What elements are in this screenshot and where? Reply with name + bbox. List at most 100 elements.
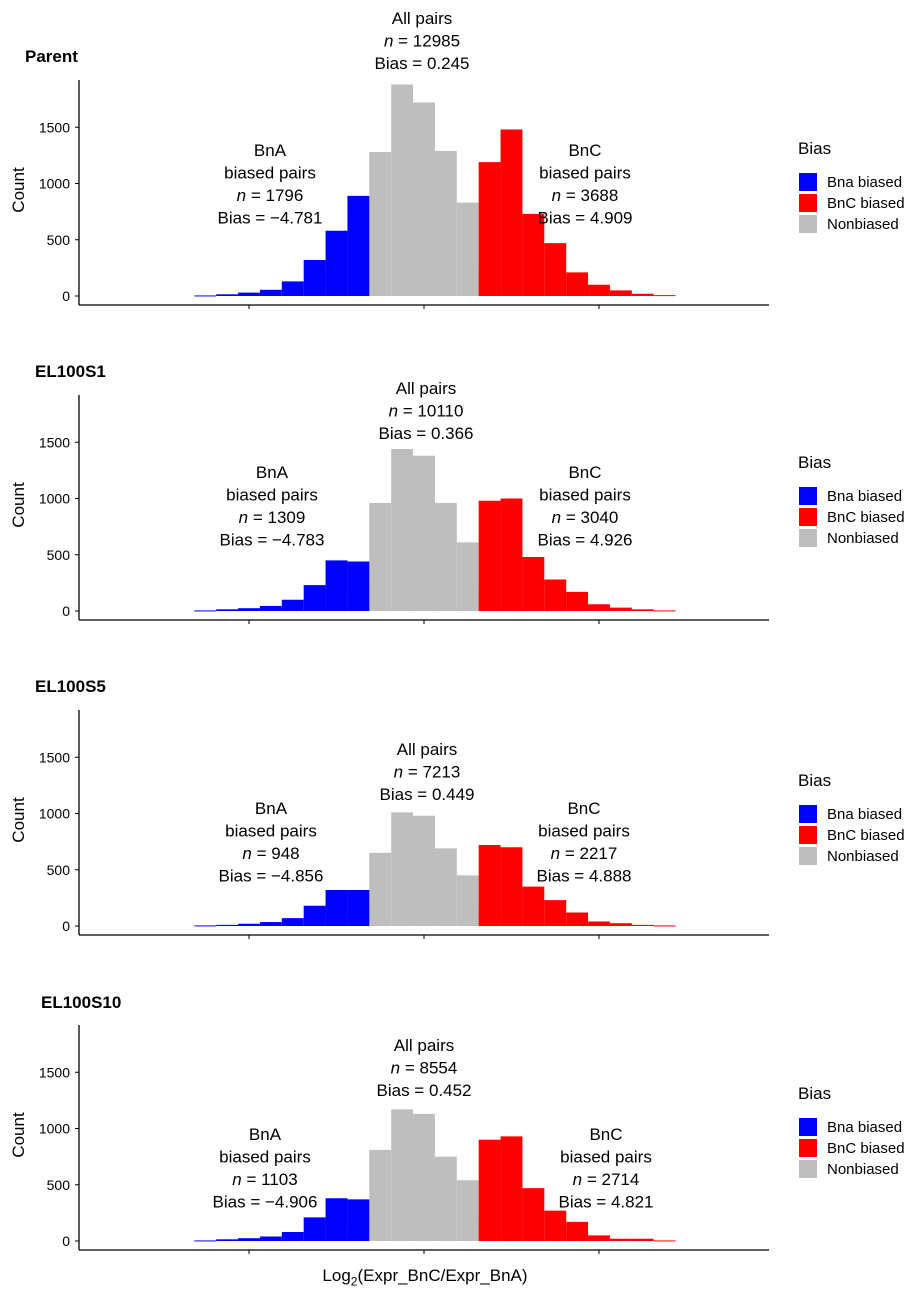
annotation-n-value: 2714 [602, 1170, 640, 1189]
annotation-line: biased pairs [560, 1148, 652, 1167]
annotation-bna: BnA biased pairs n = 948 Bias = −4.856 [219, 799, 324, 886]
histogram-bar [500, 129, 523, 296]
annotation-n: n = 7213 [394, 763, 461, 782]
histogram-bar [588, 921, 610, 926]
annotation-line: All pairs [392, 9, 452, 28]
histogram-bar [500, 1136, 523, 1241]
histogram-bar [347, 1199, 370, 1241]
histogram-bar [544, 900, 567, 926]
legend-swatch [799, 805, 817, 823]
legend-label: Bna biased [827, 806, 902, 823]
histogram-bar [653, 610, 676, 612]
annotation-n: n = 1103 [232, 1170, 297, 1189]
histogram-bar [325, 230, 348, 296]
histogram-bar [347, 890, 370, 926]
legend-label: Nonbiased [827, 1161, 899, 1178]
histogram-bar [434, 1156, 457, 1241]
y-axis-title: Count [9, 482, 28, 528]
annotation-bna: BnA biased pairs n = 1309 Bias = −4.783 [220, 463, 325, 550]
legend-label: Bna biased [827, 174, 902, 191]
y-tick-label: 0 [62, 288, 70, 304]
annotation-line: BnA [254, 141, 287, 160]
histogram-bar [259, 1236, 282, 1241]
legend: Bias Bna biased BnC biased Nonbiased [798, 1084, 905, 1178]
annotation-line: biased pairs [225, 822, 317, 841]
legend-label: Nonbiased [827, 530, 899, 547]
y-axis-title: Count [9, 797, 28, 843]
histogram-bar [391, 449, 414, 611]
histogram-bar [238, 608, 260, 611]
y-tick-label: 1500 [39, 434, 70, 450]
histogram-bar [216, 294, 239, 296]
x-axis-title-main: Log [322, 1266, 351, 1285]
legend-swatch [799, 826, 817, 844]
histogram-bar [216, 924, 239, 926]
legend-swatch [799, 508, 817, 526]
histogram-bar [653, 925, 676, 927]
histogram-bar [588, 604, 610, 611]
histogram-bar [609, 290, 632, 296]
legend-swatch [799, 1118, 817, 1136]
legend-label: Bna biased [827, 1119, 902, 1136]
histogram-bar [369, 152, 392, 296]
legend-swatch [799, 487, 817, 505]
annotation-all: All pairs n = 8554 Bias = 0.452 [377, 1036, 472, 1100]
y-tick-label: 500 [47, 1177, 71, 1193]
legend-label: BnC biased [827, 1140, 905, 1157]
histogram-bar [456, 875, 479, 926]
annotation-bnc: BnC biased pairs n = 2714 Bias = 4.821 [559, 1125, 654, 1212]
histogram-bar [413, 815, 435, 926]
y-tick-label: 1000 [39, 491, 70, 507]
annotation-line: Bias = 0.366 [379, 424, 474, 443]
annotation-n: n = 10110 [389, 402, 464, 421]
histogram-bar [653, 295, 676, 297]
histogram-bar [478, 500, 501, 611]
histogram-bar [478, 845, 501, 926]
annotation-line: BnC [568, 463, 601, 482]
histogram-bar [544, 243, 567, 296]
y-tick-label: 1000 [39, 176, 70, 192]
annotation-line: Bias = 0.449 [380, 785, 475, 804]
histogram-bar [238, 923, 260, 926]
histogram-bar [413, 1113, 435, 1241]
histogram-bar [347, 561, 370, 611]
histogram-bar [259, 922, 282, 926]
y-tick-label: 500 [47, 862, 71, 878]
histogram-bar [456, 542, 479, 611]
y-axis-title: Count [9, 1112, 28, 1158]
histogram-bar [500, 847, 523, 926]
panel-title: EL100S10 [41, 993, 121, 1012]
histogram-bar [194, 925, 217, 927]
histogram-bar [566, 591, 589, 611]
annotation-line: BnC [589, 1125, 622, 1144]
y-tick-label: 500 [47, 232, 71, 248]
annotation-n: n = 3688 [552, 186, 619, 205]
annotation-all: All pairs n = 10110 Bias = 0.366 [379, 379, 474, 443]
histogram-bar [631, 924, 654, 926]
histogram-bar [588, 284, 610, 296]
annotation-n-value: 3688 [581, 186, 619, 205]
legend-swatch [799, 1139, 817, 1157]
histogram-bar [478, 1139, 501, 1241]
legend-label: Nonbiased [827, 216, 899, 233]
histogram-bar [522, 557, 545, 611]
histogram-bar [631, 1238, 654, 1241]
annotation-n-value: 1103 [261, 1170, 298, 1189]
legend-swatch [799, 1160, 817, 1178]
histogram-bar [194, 1240, 217, 1242]
histogram-bar [281, 1232, 304, 1241]
annotation-line: biased pairs [539, 486, 631, 505]
annotation-line: Bias = 4.821 [559, 1193, 654, 1212]
histogram-bar [238, 1238, 260, 1241]
annotation-line: biased pairs [219, 1148, 311, 1167]
legend: Bias Bna biased BnC biased Nonbiased [798, 771, 905, 865]
histogram-bar [500, 498, 523, 611]
histogram-bar [566, 1221, 589, 1241]
annotation-n: n = 2217 [551, 844, 618, 863]
annotation-line: All pairs [396, 379, 456, 398]
histogram-bar [303, 1217, 326, 1241]
annotation-line: BnC [568, 141, 601, 160]
panel-title: EL100S1 [35, 362, 106, 381]
